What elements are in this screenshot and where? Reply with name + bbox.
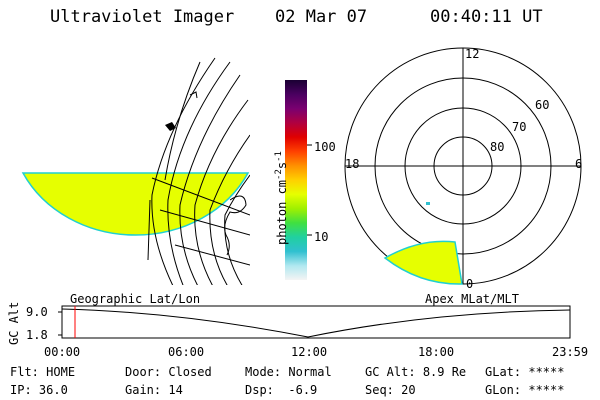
timeline-xtick-0600: 06:00 <box>168 345 205 359</box>
timeline-ytick-label-high: 9.0 <box>26 305 48 319</box>
timeline-xtick-0000: 00:00 <box>44 345 81 359</box>
geo-map-label: Geographic Lat/Lon <box>70 292 201 306</box>
status-gain: Gain: 14 <box>125 383 183 397</box>
polar-label-mlt-0: 0 <box>466 277 474 291</box>
status-door: Door: Closed <box>125 365 212 379</box>
polar-label-mlt-6: 6 <box>575 157 583 171</box>
status-glon: GLon: ***** <box>485 383 565 397</box>
time-label: 00:40:11 UT <box>430 7 543 27</box>
geographic-map <box>21 57 250 285</box>
polar-label-mlt-12: 12 <box>465 47 480 61</box>
colorbar-label-100: 100 <box>314 140 336 154</box>
instrument-title: Ultraviolet Imager <box>50 7 235 27</box>
geo-coastline <box>224 195 247 256</box>
timeline-xtick-2359: 23:59 <box>552 345 589 359</box>
polar-label-lat-80: 80 <box>490 140 505 154</box>
status-flt: Flt: HOME <box>10 365 76 379</box>
status-dsp: Dsp: -6.9 <box>245 383 318 397</box>
status-seq: Seq: 20 <box>365 383 416 397</box>
polar-label-lat-60: 60 <box>535 98 550 112</box>
polar-aurora-dot <box>426 202 430 205</box>
geo-coastline-fragment-2 <box>189 91 198 99</box>
geo-coastline-fragment <box>165 122 176 131</box>
polar-map-label: Apex MLat/MLT <box>425 292 519 306</box>
status-gc-alt: GC Alt: 8.9 Re <box>365 365 467 379</box>
timeline-frame <box>61 305 571 339</box>
gc-alt-curve <box>61 308 571 338</box>
colorbar-units: photon cm-2s-1 <box>274 151 289 245</box>
polar-plot <box>344 47 582 285</box>
status-mode: Mode: Normal <box>245 365 332 379</box>
date-label: 02 Mar 07 <box>275 7 368 27</box>
colorbar-strip <box>285 80 307 280</box>
geo-latitude-lines <box>147 57 250 285</box>
status-ip: IP: 36.0 <box>10 383 68 397</box>
timeline-axis-label: GC Alt <box>7 301 21 345</box>
timeline-xtick-1800: 18:00 <box>418 345 455 359</box>
timeline-xtick-1200: 12:00 <box>291 345 328 359</box>
timeline-ytick-label-low: 1.8 <box>26 328 48 342</box>
colorbar <box>285 80 312 280</box>
polar-aurora-fill <box>383 240 463 285</box>
geo-aurora-fill <box>21 172 250 236</box>
polar-label-lat-70: 70 <box>512 120 527 134</box>
polar-label-mlt-18: 18 <box>345 157 360 171</box>
colorbar-label-10: 10 <box>314 230 329 244</box>
status-glat: GLat: ***** <box>485 365 565 379</box>
timeline-plot <box>58 305 571 339</box>
